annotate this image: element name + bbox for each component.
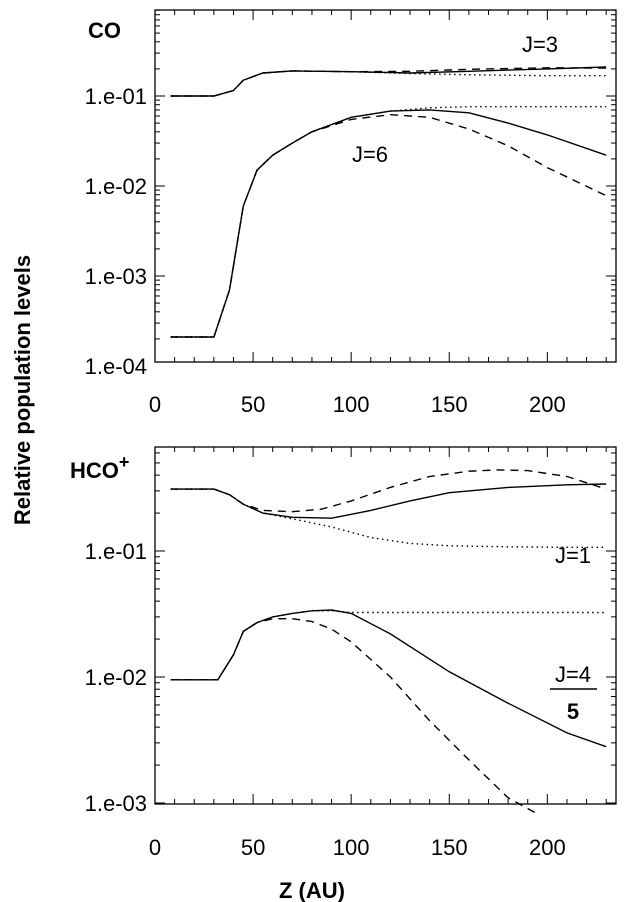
y-tick-label: 1.e-01: [85, 539, 147, 564]
series-line-J6-solid: [171, 110, 607, 337]
series-line-J6-dashed: [171, 115, 607, 337]
x-tick-label: 50: [241, 392, 265, 417]
y-tick-label: 1.e-02: [85, 174, 147, 199]
x-tick-label: 0: [149, 392, 161, 417]
y-tick-label: 1.e-04: [85, 354, 147, 379]
x-axis-label: Z (AU): [279, 878, 345, 902]
y-tick-label: 1.e-02: [85, 665, 147, 690]
x-tick-label: 200: [529, 392, 566, 417]
hco-panel: 1.e-01 1.e-02 1.e-030 50 100 150 200 HCO+ J=1 J=4…: [70, 447, 616, 860]
series-line-J4-dotted: [171, 611, 607, 680]
series-line-J4-solid: [171, 610, 607, 747]
x-tick-label: 150: [431, 835, 468, 860]
y-tick-label: 1.e-03: [85, 264, 147, 289]
annotation-label: 5: [567, 699, 579, 724]
annotation-label: J=6: [352, 142, 388, 167]
y-tick-label: 1.e-03: [85, 791, 147, 816]
y-tick-label: 1.e-01: [85, 84, 147, 109]
y-axis-label: Relative population levels: [10, 255, 35, 525]
panel-title: CO: [88, 18, 121, 43]
x-tick-label: 100: [333, 835, 370, 860]
x-tick-label: 100: [333, 392, 370, 417]
x-tick-label: 150: [431, 392, 468, 417]
series-line-J1-solid: [171, 484, 607, 518]
series-line-J6-dotted: [171, 107, 607, 337]
series-line-J4-dashed: [171, 619, 538, 814]
annotation-label: J=1: [555, 543, 591, 568]
annotation-label: J=4: [555, 662, 591, 687]
series-line-J1-dotted: [171, 489, 607, 547]
annotation-label: J=3: [522, 32, 558, 57]
x-tick-label: 50: [241, 835, 265, 860]
panel-title: HCO+: [70, 452, 129, 483]
co-panel: 1.e-01 1.e-02 1.e-03 1.e-040 50 100 150 200 CO J=…: [85, 10, 616, 417]
x-tick-label: 0: [149, 835, 161, 860]
x-tick-label: 200: [529, 835, 566, 860]
plot-frame: [155, 447, 616, 804]
series-line-J3-dashed: [171, 68, 607, 96]
plot-frame: [155, 10, 616, 362]
series-line-J3-dotted: [171, 71, 607, 96]
